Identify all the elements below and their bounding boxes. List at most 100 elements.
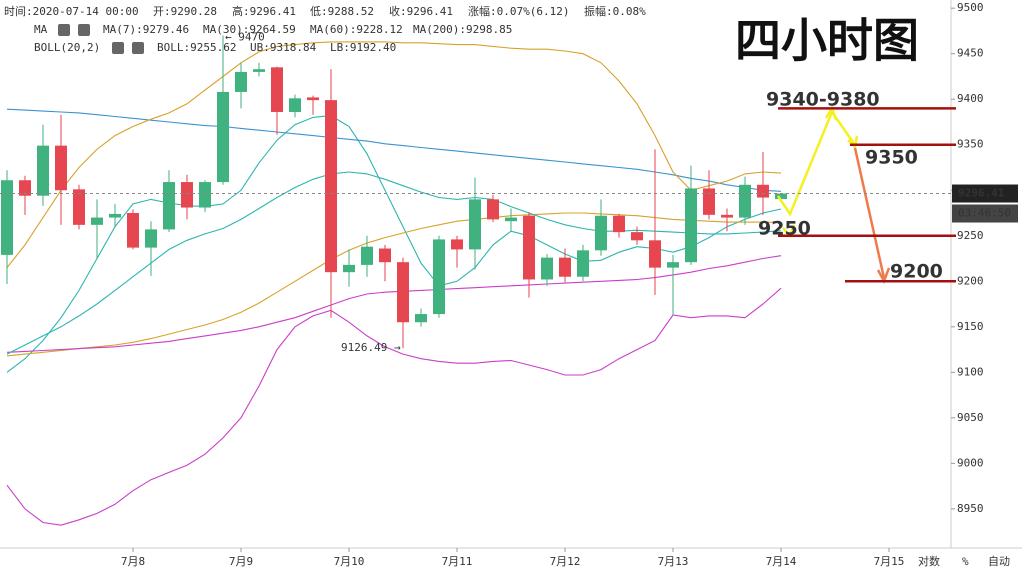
candle-body [361,246,373,265]
legend-entry: UB:9318.84 [250,41,317,54]
axis-control[interactable]: % [962,555,969,568]
price-tag [952,184,1018,203]
candle-body [253,69,265,72]
candle-body [145,229,157,248]
x-tick-label: 7月13 [658,555,689,568]
candle-body [1,180,13,255]
y-tick-label: 9500 [957,1,984,14]
high-label: ← 9470 [225,31,265,44]
axis-control[interactable]: 自动 [988,555,1010,568]
y-tick-label: 9350 [957,138,984,151]
candle-body [595,215,607,251]
settings-icon[interactable] [58,24,70,36]
candle-body [73,189,85,225]
candle-body [289,98,301,112]
candle-body [91,217,103,225]
candle-body [559,257,571,277]
candle-body [685,188,697,263]
y-tick-label: 9250 [957,229,984,242]
y-tick-label: 9000 [957,456,984,469]
x-tick-label: 7月15 [874,555,905,568]
candle-body [613,215,625,233]
close-icon[interactable] [78,24,90,36]
candle-body [55,145,67,191]
candle-body [757,184,769,198]
y-tick-label: 9050 [957,411,984,424]
x-tick-label: 7月14 [766,555,797,568]
level-label: 9200 [890,261,943,283]
price-tag-text: 9296.41 [958,187,1005,200]
candle-body [649,240,661,268]
forecast-arrows [776,105,891,284]
legend-entry: MA(60):9228.12 [310,23,403,36]
y-tick-label: 9200 [957,274,984,287]
x-tick-label: 7月10 [334,555,365,568]
indicator-line [6,287,782,526]
candle-body [541,257,553,280]
candle-body [199,182,211,208]
countdown-text: 03:46:50 [958,207,1011,220]
axis-control[interactable]: 对数 [918,554,940,568]
candle-body [325,100,337,273]
info-text: 涨幅:0.07%(6.12) [468,5,569,18]
candle-body [721,214,733,218]
y-tick-label: 9400 [957,92,984,105]
candle-body [307,97,319,101]
indicator-line [6,108,782,192]
candle-body [775,193,787,200]
info-text: 时间:2020-07-14 00:00 [4,5,139,18]
legend-entry: LB:9192.40 [330,41,396,54]
candle-body [487,199,499,220]
candle-body [235,71,247,92]
candle-body [127,213,139,248]
candle-body [109,213,121,218]
x-tick-label: 7月11 [442,555,473,568]
info-text: 低:9288.52 [310,5,374,18]
x-tick-label: 7月9 [229,555,253,568]
low-label: 9126.49 → [341,341,401,354]
level-label: 9340-9380 [766,89,880,111]
candle-body [217,91,229,183]
close-icon[interactable] [132,42,144,54]
info-text: 开:9290.28 [153,5,217,18]
info-text: 收:9296.41 [389,4,453,18]
y-tick-label: 9450 [957,47,984,60]
legend-icons [58,24,144,54]
plot [1,35,787,526]
indicator-line [6,212,782,357]
candle-body [433,239,445,315]
chart-title: 四小时图 [735,14,919,68]
candle-body [739,184,751,218]
info-text: 振幅:0.08% [584,4,646,18]
candle-body [415,314,427,323]
candle-body [379,248,391,263]
y-tick-label: 8950 [957,502,984,515]
y-tick-label: 9100 [957,365,984,378]
settings-icon[interactable] [112,42,124,54]
level-label: 9350 [865,147,918,169]
indicator-line [6,171,782,355]
indicator-line [6,41,782,268]
candle-body [523,215,535,280]
yellow-arrow [776,109,857,217]
legend-group: MA [34,23,48,36]
candle-body [703,188,715,215]
arrow-head [847,135,859,150]
candle-body [505,217,517,222]
level-label: 9250 [758,218,811,240]
candle-body [667,262,679,268]
candle-body [577,250,589,277]
legend-entry: MA(7):9279.46 [103,23,189,36]
countdown-tag [952,204,1018,223]
candle-body [163,182,175,230]
candle-body [469,199,481,250]
x-tick-label: 7月8 [121,555,145,568]
legend-entry: MA(30):9264.59 [203,23,296,36]
y-tick-label: 9150 [957,320,984,333]
legend-entry: MA(200):9298.85 [413,23,512,36]
candle-body [181,182,193,208]
candle-body [271,67,283,112]
x-tick-label: 7月12 [550,555,581,568]
orange-arrow [853,147,886,279]
